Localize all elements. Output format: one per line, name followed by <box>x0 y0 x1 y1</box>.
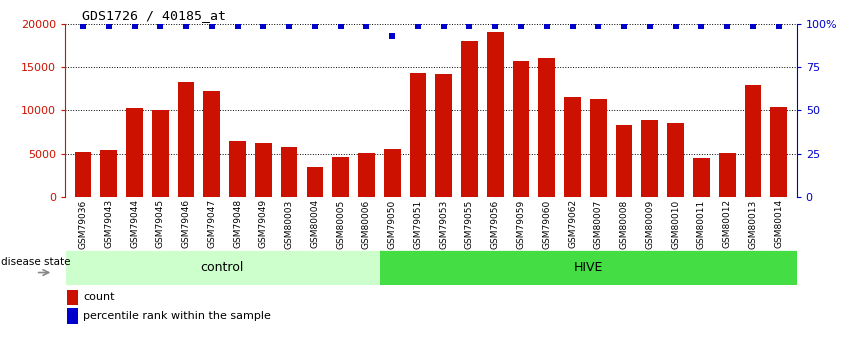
Text: GSM79050: GSM79050 <box>388 199 397 249</box>
Point <box>76 23 90 29</box>
Bar <box>436 74 452 197</box>
Text: GSM79036: GSM79036 <box>79 199 87 249</box>
Point <box>540 23 553 29</box>
Point <box>488 23 502 29</box>
Point <box>333 23 347 29</box>
Text: HIVE: HIVE <box>573 261 603 274</box>
Text: GSM79060: GSM79060 <box>542 199 552 249</box>
Point <box>591 23 605 29</box>
Bar <box>204 91 220 197</box>
Text: disease state: disease state <box>2 257 71 267</box>
Point <box>127 23 141 29</box>
Text: GSM80007: GSM80007 <box>594 199 603 249</box>
Point <box>256 23 270 29</box>
Point <box>230 23 244 29</box>
Bar <box>539 58 555 197</box>
Bar <box>307 167 323 197</box>
Text: GSM79046: GSM79046 <box>182 199 191 248</box>
Point <box>179 23 193 29</box>
Bar <box>771 107 787 197</box>
Bar <box>68 308 78 324</box>
Bar <box>616 125 632 197</box>
Bar <box>410 73 426 197</box>
Bar <box>564 98 581 197</box>
Text: GSM80012: GSM80012 <box>722 199 732 248</box>
Bar <box>667 124 684 197</box>
Bar <box>68 289 78 305</box>
Text: GSM79044: GSM79044 <box>130 199 139 248</box>
Text: GSM79043: GSM79043 <box>104 199 113 248</box>
Bar <box>358 152 375 197</box>
Point <box>359 23 373 29</box>
Text: GSM79049: GSM79049 <box>259 199 268 248</box>
Bar <box>513 61 529 197</box>
Bar <box>461 41 478 197</box>
Text: GSM80004: GSM80004 <box>310 199 320 248</box>
Point <box>205 23 219 29</box>
Point <box>695 23 708 29</box>
Bar <box>74 152 91 197</box>
Text: GSM79059: GSM79059 <box>516 199 526 249</box>
Point <box>565 23 579 29</box>
Text: GSM80008: GSM80008 <box>619 199 629 249</box>
Point <box>308 23 322 29</box>
Point <box>514 23 528 29</box>
Bar <box>255 143 272 197</box>
Text: GSM79051: GSM79051 <box>413 199 423 249</box>
Text: count: count <box>83 293 114 303</box>
Point <box>772 23 785 29</box>
Bar <box>100 150 117 197</box>
Point <box>669 23 682 29</box>
Point <box>436 23 450 29</box>
FancyBboxPatch shape <box>379 250 797 285</box>
Point <box>721 23 734 29</box>
Point <box>617 23 631 29</box>
Point <box>643 23 656 29</box>
Text: GSM80003: GSM80003 <box>285 199 294 249</box>
Point <box>385 33 399 39</box>
Text: GSM79053: GSM79053 <box>439 199 449 249</box>
Bar <box>229 141 246 197</box>
Bar <box>642 120 658 197</box>
Point <box>282 23 296 29</box>
Text: GSM79062: GSM79062 <box>568 199 577 248</box>
Point <box>102 23 116 29</box>
Text: GSM80005: GSM80005 <box>336 199 346 249</box>
Bar <box>693 158 710 197</box>
Point <box>746 23 759 29</box>
Bar <box>126 108 143 197</box>
Text: GSM79047: GSM79047 <box>207 199 216 248</box>
Text: GSM79045: GSM79045 <box>156 199 165 248</box>
Text: GSM80014: GSM80014 <box>774 199 783 248</box>
Bar <box>152 110 169 197</box>
Bar <box>333 157 349 197</box>
Text: control: control <box>200 261 244 274</box>
Text: GSM79056: GSM79056 <box>491 199 500 249</box>
Bar <box>487 32 504 197</box>
Bar <box>590 99 607 197</box>
Text: GSM79048: GSM79048 <box>233 199 242 248</box>
Text: GSM80013: GSM80013 <box>748 199 758 249</box>
Text: percentile rank within the sample: percentile rank within the sample <box>83 311 271 321</box>
Text: GSM80009: GSM80009 <box>645 199 655 249</box>
Bar <box>384 149 401 197</box>
Bar <box>281 148 298 197</box>
Point <box>411 23 425 29</box>
Point <box>462 23 476 29</box>
Point <box>153 23 167 29</box>
Text: GSM80006: GSM80006 <box>362 199 371 249</box>
Bar <box>745 86 761 197</box>
Text: GSM80011: GSM80011 <box>697 199 706 249</box>
Text: GSM80010: GSM80010 <box>671 199 680 249</box>
FancyBboxPatch shape <box>65 250 379 285</box>
Text: GSM79055: GSM79055 <box>465 199 474 249</box>
Bar <box>178 82 195 197</box>
Bar <box>719 152 735 197</box>
Text: GDS1726 / 40185_at: GDS1726 / 40185_at <box>82 9 226 22</box>
